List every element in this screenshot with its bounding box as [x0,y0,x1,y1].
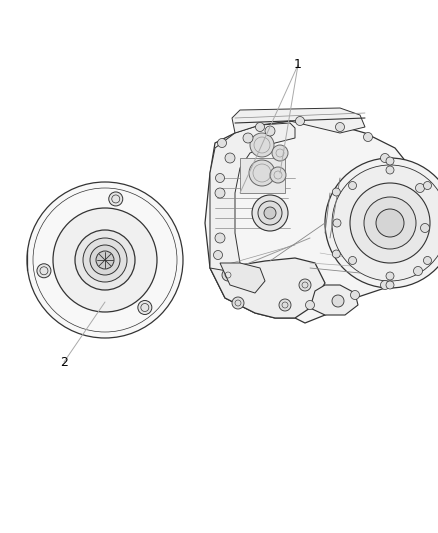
Circle shape [332,188,340,196]
Circle shape [250,133,274,157]
Circle shape [381,280,389,289]
Circle shape [305,301,314,310]
Circle shape [416,183,424,192]
Text: 1: 1 [294,59,302,71]
Circle shape [27,182,183,338]
Polygon shape [310,285,358,315]
Circle shape [75,230,135,290]
Circle shape [37,264,51,278]
Polygon shape [220,263,265,293]
Polygon shape [205,121,430,323]
Circle shape [386,272,394,280]
Circle shape [215,188,225,198]
Circle shape [90,245,120,275]
Circle shape [420,223,430,232]
Circle shape [249,160,275,186]
Circle shape [325,158,438,288]
Circle shape [381,154,389,163]
Circle shape [225,153,235,163]
Circle shape [349,182,357,190]
Polygon shape [210,123,295,275]
Circle shape [332,295,344,307]
Circle shape [265,126,275,136]
Circle shape [222,269,234,281]
Circle shape [270,167,286,183]
Circle shape [96,251,114,269]
Text: 2: 2 [60,356,68,368]
Circle shape [424,256,431,264]
Circle shape [364,133,372,141]
Circle shape [333,219,341,227]
Circle shape [264,207,276,219]
Circle shape [350,183,430,263]
Circle shape [279,299,291,311]
Circle shape [350,290,360,300]
Polygon shape [210,258,325,318]
Circle shape [258,201,282,225]
Circle shape [138,301,152,314]
Circle shape [213,251,223,260]
Circle shape [215,174,225,182]
Circle shape [109,192,123,206]
Circle shape [386,157,394,165]
Circle shape [364,197,416,249]
Circle shape [336,123,345,132]
Circle shape [243,133,253,143]
Circle shape [424,182,431,190]
Circle shape [413,266,423,276]
Polygon shape [240,158,285,193]
Circle shape [215,233,225,243]
Circle shape [299,279,311,291]
Circle shape [332,165,438,281]
Circle shape [83,238,127,282]
Circle shape [232,297,244,309]
Circle shape [218,139,226,148]
Polygon shape [232,108,365,133]
Circle shape [386,166,394,174]
Circle shape [386,281,394,289]
Circle shape [332,250,340,258]
Circle shape [255,123,265,132]
Circle shape [376,209,404,237]
Circle shape [252,195,288,231]
Circle shape [53,208,157,312]
Circle shape [296,117,304,125]
Circle shape [272,145,288,161]
Circle shape [349,256,357,264]
